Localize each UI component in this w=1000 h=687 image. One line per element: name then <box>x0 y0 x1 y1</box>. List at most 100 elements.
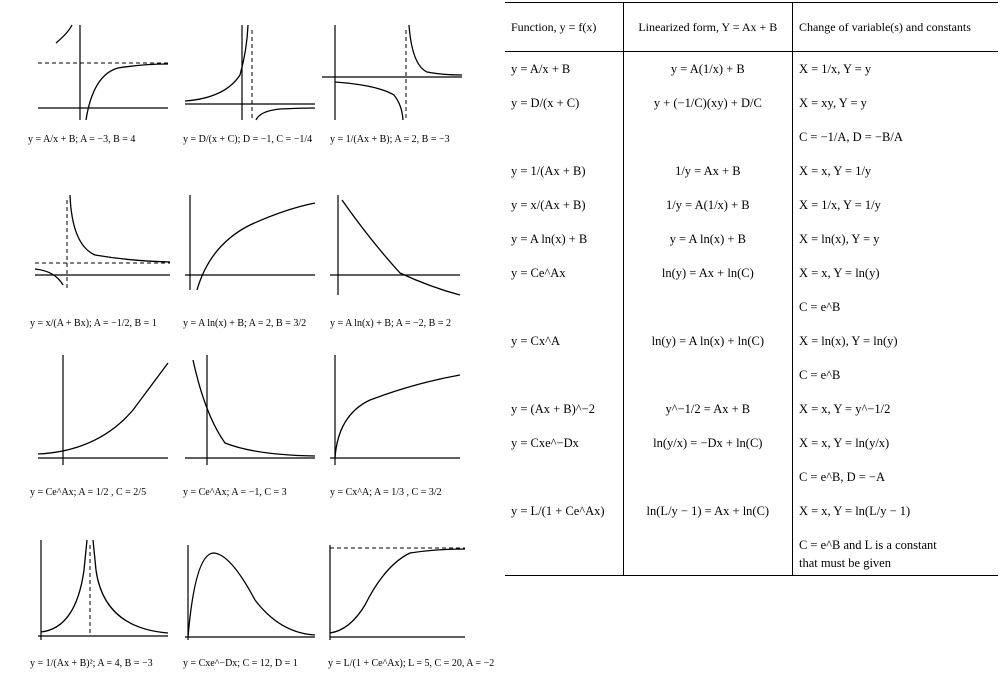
function-plot-grid: y = A/x + B; A = −3, B = 4 y = D/(x + C)… <box>28 24 495 669</box>
table-cell <box>505 460 623 494</box>
table-cell <box>622 290 793 324</box>
table-row: C = e^B and L is a constant <box>505 528 998 553</box>
table-cell: X = ln(x), Y = y <box>798 232 880 246</box>
table-row: C = e^B <box>505 290 998 324</box>
table-cell: ln(y/x) = −Dx + ln(C) <box>622 426 793 460</box>
plot-gamma-graph <box>185 545 316 640</box>
plot-shifted-reciprocal-caption: y = D/(x + C); D = −1, C = −1/4 <box>183 134 313 145</box>
plot-power <box>330 355 461 465</box>
plot-linear-reciprocal <box>322 24 463 121</box>
table-cell: y = (Ax + B)^−2 <box>511 402 595 416</box>
table-cell: X = 1/x, Y = 1/y <box>798 198 881 212</box>
plot-gamma <box>185 545 316 640</box>
plot-log-increasing <box>185 195 316 291</box>
table-cell <box>622 460 793 494</box>
plot-exp-growth-graph <box>37 355 169 465</box>
plot-logistic-caption: y = L/(1 + Ce^Ax); L = 5, C = 20, A = −2 <box>328 658 495 669</box>
table-cell: C = e^B, D = −A <box>798 470 886 484</box>
plot-power-caption: y = Cx^A; A = 1/3 , C = 3/2 <box>330 487 442 498</box>
table-cell: y = Cx^A <box>511 334 561 348</box>
table-cell: that must be given <box>792 553 998 576</box>
table-cell: y = x/(Ax + B) <box>511 198 586 212</box>
table-cell: y = A ln(x) + B <box>511 232 588 246</box>
table-cell: y = A ln(x) + B <box>622 222 793 256</box>
plot-inverse-square-caption: y = 1/(Ax + B)²; A = 4, B = −3 <box>30 658 153 669</box>
table-row: y = A ln(x) + B y = A ln(x) + B X = ln(x… <box>505 222 998 256</box>
table-cell: y^−1/2 = Ax + B <box>622 392 793 426</box>
plot-exp-decay <box>185 355 316 465</box>
table-row: y = Cx^A ln(y) = A ln(x) + ln(C) X = ln(… <box>505 324 998 358</box>
table-row: y = L/(1 + Ce^Ax) ln(L/y − 1) = Ax + ln(… <box>505 494 998 528</box>
plot-power-graph <box>330 355 461 465</box>
plot-exp-decay-graph <box>185 355 316 465</box>
table-cell: y = L/(1 + Ce^Ax) <box>511 504 605 518</box>
table-cell: 1/y = Ax + B <box>622 154 793 188</box>
table-cell: X = x, Y = ln(L/y − 1) <box>798 504 911 518</box>
table-row: C = e^B, D = −A <box>505 460 998 494</box>
plot-exp-growth <box>37 355 169 465</box>
table-cell: ln(L/y − 1) = Ax + ln(C) <box>622 494 793 528</box>
table-cell: y = Cxe^−Dx <box>511 436 579 450</box>
table-row: y = Ce^Ax ln(y) = Ax + ln(C) X = x, Y = … <box>505 256 998 290</box>
table-cell: X = ln(x), Y = ln(y) <box>798 334 898 348</box>
table-cell <box>505 358 623 392</box>
table-cell <box>505 553 624 576</box>
table-cell: X = x, Y = ln(y/x) <box>798 436 890 450</box>
table-cell: ln(y) = A ln(x) + ln(C) <box>622 324 793 358</box>
table-row: y = (Ax + B)^−2 y^−1/2 = Ax + B X = x, Y… <box>505 392 998 426</box>
table-cell <box>622 358 793 392</box>
table-cell <box>505 528 623 553</box>
plot-log-decreasing-caption: y = A ln(x) + B; A = −2, B = 2 <box>330 318 451 329</box>
plot-log-decreasing-graph <box>330 195 461 296</box>
plot-reciprocal-caption: y = A/x + B; A = −3, B = 4 <box>28 134 136 145</box>
table-cell: C = e^B <box>798 368 841 382</box>
table-cell: X = xy, Y = y <box>798 96 867 110</box>
plot-rational-graph <box>34 194 171 290</box>
header-linearized: Linearized form, Y = Ax + B <box>622 2 793 52</box>
table-cell: y = D/(x + C) <box>511 96 580 110</box>
table-row: that must be given <box>505 553 998 576</box>
table-cell: C = −1/A, D = −B/A <box>798 130 903 144</box>
table-row: C = e^B <box>505 358 998 392</box>
table-cell <box>505 290 623 324</box>
plot-reciprocal-graph <box>38 24 169 121</box>
plot-logistic-graph <box>329 545 466 640</box>
plot-gamma-caption: y = Cxe^−Dx; C = 12, D = 1 <box>183 658 298 669</box>
table-cell: X = 1/x, Y = y <box>798 62 872 76</box>
plot-linear-reciprocal-graph <box>322 24 463 121</box>
table-cell: y = A/x + B <box>511 62 571 76</box>
plot-shifted-reciprocal <box>184 24 316 121</box>
header-function: Function, y = f(x) <box>505 2 624 52</box>
plot-exp-growth-caption: y = Ce^Ax; A = 1/2 , C = 2/5 <box>30 487 147 498</box>
plot-log-increasing-caption: y = A ln(x) + B; A = 2, B = 3/2 <box>183 318 307 329</box>
plot-exp-decay-caption: y = Ce^Ax; A = −1, C = 3 <box>183 487 287 498</box>
header-change-of-variable: Change of variable(s) and constants <box>792 2 998 52</box>
table-cell <box>505 120 623 154</box>
plot-rational <box>34 194 171 290</box>
table-cell <box>622 553 793 576</box>
table-cell: 1/y = A(1/x) + B <box>622 188 793 222</box>
plot-inverse-square <box>38 539 169 640</box>
table-row: y = A/x + B y = A(1/x) + B X = 1/x, Y = … <box>505 51 998 86</box>
table-cell: y = A(1/x) + B <box>622 51 793 86</box>
plot-reciprocal <box>38 24 169 121</box>
plot-linear-reciprocal-caption: y = 1/(Ax + B); A = 2, B = −3 <box>330 134 450 145</box>
linearization-table: Function, y = f(x) Linearized form, Y = … <box>505 2 998 576</box>
table-row: y = 1/(Ax + B) 1/y = Ax + B X = x, Y = 1… <box>505 154 998 188</box>
plot-log-decreasing <box>330 195 461 296</box>
table-cell: X = x, Y = y^−1/2 <box>798 402 891 416</box>
table-cell: C = e^B and L is a constant <box>798 538 937 552</box>
table-cell: y + (−1/C)(xy) + D/C <box>622 86 793 120</box>
table-cell: ln(y) = Ax + ln(C) <box>622 256 793 290</box>
table-cell: X = x, Y = 1/y <box>798 164 872 178</box>
table-cell <box>622 120 793 154</box>
table-row: C = −1/A, D = −B/A <box>505 120 998 154</box>
table-cell: X = x, Y = ln(y) <box>798 266 880 280</box>
table-header-row: Function, y = f(x) Linearized form, Y = … <box>505 2 998 52</box>
table-cell <box>622 528 793 553</box>
table-cell: y = Ce^Ax <box>511 266 566 280</box>
plot-rational-caption: y = x/(A + Bx); A = −1/2, B = 1 <box>30 318 157 329</box>
plot-inverse-square-graph <box>38 539 169 640</box>
plot-shifted-reciprocal-graph <box>184 24 316 121</box>
table-row: y = D/(x + C) y + (−1/C)(xy) + D/C X = x… <box>505 86 998 120</box>
